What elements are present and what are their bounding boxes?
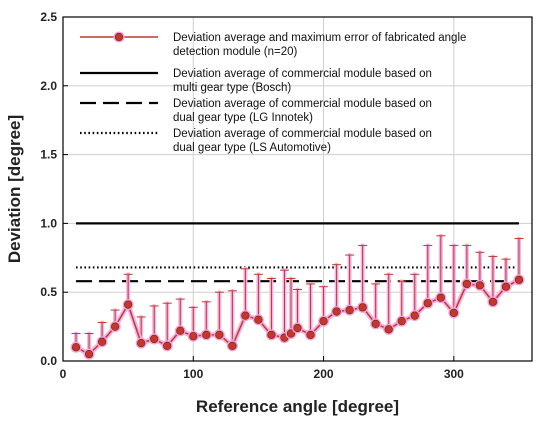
data-point xyxy=(488,297,498,306)
legend-label-1: Deviation average and maximum error of f… xyxy=(173,32,466,44)
error-bars xyxy=(71,233,524,357)
data-point xyxy=(189,332,198,341)
x-tick-label: 300 xyxy=(444,367,464,381)
x-tick-label: 200 xyxy=(314,367,334,381)
data-point xyxy=(410,311,419,320)
x-tick-label: 100 xyxy=(183,367,203,381)
data-point xyxy=(241,311,250,320)
data-point xyxy=(384,325,393,334)
legend-label-2: Deviation average of commercial module b… xyxy=(173,68,432,80)
data-point xyxy=(150,334,159,344)
axis-ticks: 0 100 200 300 0.0 0.5 1.0 1.5 2.0 2.5 xyxy=(40,10,464,381)
y-tick-label: 0.5 xyxy=(40,285,57,299)
legend-marker xyxy=(114,32,124,42)
y-tick-label: 2.0 xyxy=(40,79,57,93)
data-point xyxy=(423,299,432,308)
data-point xyxy=(332,307,341,316)
data-point xyxy=(84,350,94,359)
y-tick-label: 1.0 xyxy=(40,216,57,230)
plot-frame xyxy=(62,16,533,362)
data-point xyxy=(319,316,328,326)
data-point xyxy=(176,326,185,335)
data-point xyxy=(306,330,315,339)
data-point xyxy=(163,341,172,350)
data-point xyxy=(475,281,484,290)
data-point xyxy=(97,337,107,346)
data-point xyxy=(371,319,380,328)
y-tick-label: 0.0 xyxy=(40,354,57,368)
data-point xyxy=(501,282,511,291)
data-point xyxy=(397,316,406,326)
data-point xyxy=(254,315,263,324)
data-point xyxy=(228,341,237,350)
data-point xyxy=(267,330,276,339)
y-tick-label: 1.5 xyxy=(40,148,57,162)
data-point xyxy=(358,303,367,312)
main-series xyxy=(70,274,525,360)
data-point xyxy=(462,279,471,289)
y-axis-label: Deviation [degree] xyxy=(5,115,24,263)
data-point xyxy=(514,275,524,284)
data-point xyxy=(71,343,81,352)
legend-label-3: Deviation average of commercial module b… xyxy=(173,98,432,110)
legend-label-4: dual gear type (LS Automotive) xyxy=(173,142,331,154)
data-point xyxy=(436,293,445,302)
reference-lines xyxy=(76,222,519,283)
legend-label-1: detection module (n=20) xyxy=(173,46,298,58)
data-point xyxy=(449,308,458,317)
data-point xyxy=(137,339,146,348)
y-tick-label: 2.5 xyxy=(40,10,57,24)
data-point xyxy=(111,322,120,331)
data-point xyxy=(124,300,133,309)
legend-label-4: Deviation average of commercial module b… xyxy=(173,128,432,140)
legend-label-2: multi gear type (Bosch) xyxy=(173,82,291,94)
data-point xyxy=(293,323,302,333)
data-point xyxy=(215,330,224,339)
x-tick-label: 0 xyxy=(60,367,67,381)
legend-label-3: dual gear type (LG Innotek) xyxy=(173,112,313,124)
legend: Deviation average and maximum error of f… xyxy=(80,31,466,154)
data-point xyxy=(286,329,296,338)
data-point xyxy=(202,330,211,339)
data-point xyxy=(345,305,354,315)
x-axis-label: Reference angle [degree] xyxy=(196,397,399,416)
